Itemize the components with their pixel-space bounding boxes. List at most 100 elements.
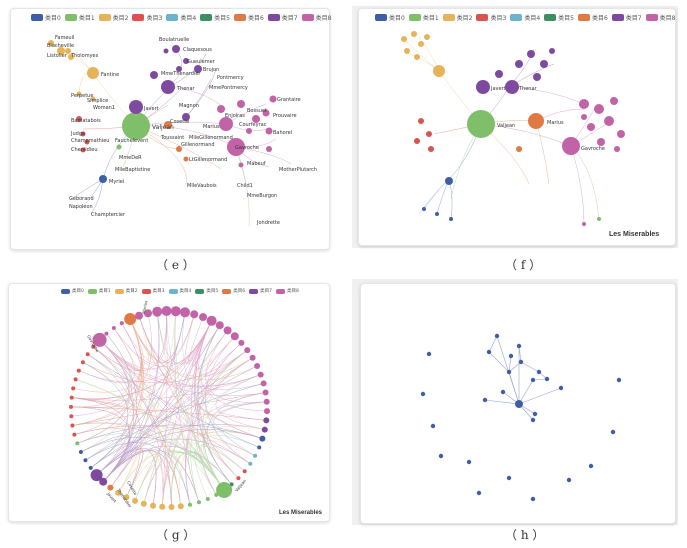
legend-item-cat5[interactable]: 类目5 [544,13,574,22]
legend-item-cat2[interactable]: 类目2 [114,288,138,294]
node-cosette[interactable] [164,121,172,129]
node-g-46[interactable] [69,395,74,400]
node-g-37[interactable] [90,469,103,482]
node-f-7a[interactable] [515,60,523,68]
node-g-38[interactable] [88,465,93,470]
node-valjean[interactable] [467,110,495,138]
node-listolier[interactable] [65,48,71,54]
node-tholomyes[interactable] [68,54,74,60]
node-champmathieu[interactable] [84,139,90,145]
node-f-0b[interactable] [435,212,439,216]
legend-item-cat7[interactable]: 类目7 [249,288,272,294]
node-perpetue[interactable] [76,91,82,97]
node-g-10[interactable] [262,389,269,396]
node-lt-gillenormand[interactable] [183,156,189,162]
node-g-58[interactable] [135,311,143,320]
node-g-16[interactable] [257,445,262,450]
node-f-2f[interactable] [424,34,430,40]
legend-item-cat5[interactable]: 类目5 [200,13,230,22]
legend-item-cat0[interactable]: 类目0 [375,13,405,22]
legend-item-cat6[interactable]: 类目6 [577,13,608,22]
node-g-25[interactable] [197,500,201,505]
node-h-i[interactable] [530,377,536,383]
node-g-40[interactable] [78,450,83,454]
legend-item-cat1[interactable]: 类目1 [408,13,439,22]
node-enjolras[interactable] [217,105,225,113]
node-g-41[interactable] [75,441,80,446]
node-f-7d[interactable] [533,73,541,81]
node-h-b[interactable] [516,343,522,349]
node-g-18[interactable] [248,461,253,466]
node-f-8g[interactable] [597,138,605,146]
node-grantaire[interactable] [269,95,277,103]
node-simplice[interactable] [90,96,96,102]
node-pontmercy[interactable] [182,113,190,121]
node-g-61[interactable] [161,306,172,316]
node-f-2c[interactable] [404,48,410,54]
node-h-v[interactable] [588,463,594,469]
node-f-7c[interactable] [540,60,548,68]
node-mabeuf[interactable] [238,162,244,168]
node-g-42[interactable] [72,432,77,437]
node-boulatruelle[interactable] [163,48,169,54]
node-g-8[interactable] [257,371,264,378]
node-g-17[interactable] [253,453,258,458]
node-h-n[interactable] [558,385,564,391]
node-f-3b[interactable] [426,131,432,137]
node-g-13[interactable] [263,417,270,424]
node-f-3a[interactable] [418,118,424,124]
node-f-7b[interactable] [527,50,535,58]
node-f-0c[interactable] [449,217,453,221]
node-g-51[interactable] [85,352,90,357]
node-g-12[interactable] [264,408,270,415]
node-h-u[interactable] [466,459,472,465]
node-h-h[interactable] [544,376,550,382]
node-g-59[interactable] [144,309,152,318]
node-h-j[interactable] [482,397,488,403]
node-h-x[interactable] [476,490,482,496]
node-claquesous[interactable] [172,45,180,53]
node-h-hub[interactable] [515,400,523,408]
node-f-2b[interactable] [411,31,417,37]
legend-item-cat5[interactable]: 类目5 [195,288,218,294]
node-f-8a[interactable] [579,99,589,109]
node-f-8f[interactable] [617,130,625,138]
node-f-3d[interactable] [428,146,434,152]
node-g-30[interactable] [150,502,156,509]
legend-item-cat8[interactable]: 类目8 [301,13,331,22]
node-g-4[interactable] [238,339,245,346]
node-gueulemer[interactable] [183,58,189,64]
node-thenardier[interactable] [505,80,519,94]
node-g-26[interactable] [188,502,192,507]
node-g-44[interactable] [69,414,74,419]
legend-item-cat8[interactable]: 类目8 [276,288,299,294]
node-g-49[interactable] [76,368,81,373]
legend-item-cat6[interactable]: 类目6 [233,13,264,22]
node-mmethenardier[interactable] [150,71,158,79]
legend-item-cat8[interactable]: 类目8 [645,13,675,22]
node-h-s[interactable] [610,429,616,435]
node-g-9[interactable] [260,380,267,387]
node-f-1a[interactable] [597,217,601,221]
node-h-z[interactable] [566,477,572,483]
legend-item-cat2[interactable]: 类目2 [98,13,128,22]
node-g-3[interactable] [230,332,239,341]
node-g-34[interactable] [115,489,122,496]
node-h-m[interactable] [530,417,536,423]
node-courfeyrac[interactable] [252,115,260,123]
node-g-36[interactable] [99,477,108,486]
node-f-8e[interactable] [587,123,595,131]
node-bamatabois[interactable] [76,116,82,122]
node-gavroche[interactable] [227,138,245,156]
node-joly[interactable] [266,146,272,152]
node-h-o[interactable] [426,351,432,357]
node-f-8h[interactable] [614,146,620,152]
node-h-r[interactable] [430,423,436,429]
node-g-62[interactable] [170,306,181,317]
node-g-20[interactable] [236,476,241,481]
node-f-2a[interactable] [401,36,407,42]
node-h-k[interactable] [500,389,506,395]
node-g-55[interactable] [111,326,116,330]
node-g-1[interactable] [215,321,224,330]
node-g-65[interactable] [199,313,207,322]
